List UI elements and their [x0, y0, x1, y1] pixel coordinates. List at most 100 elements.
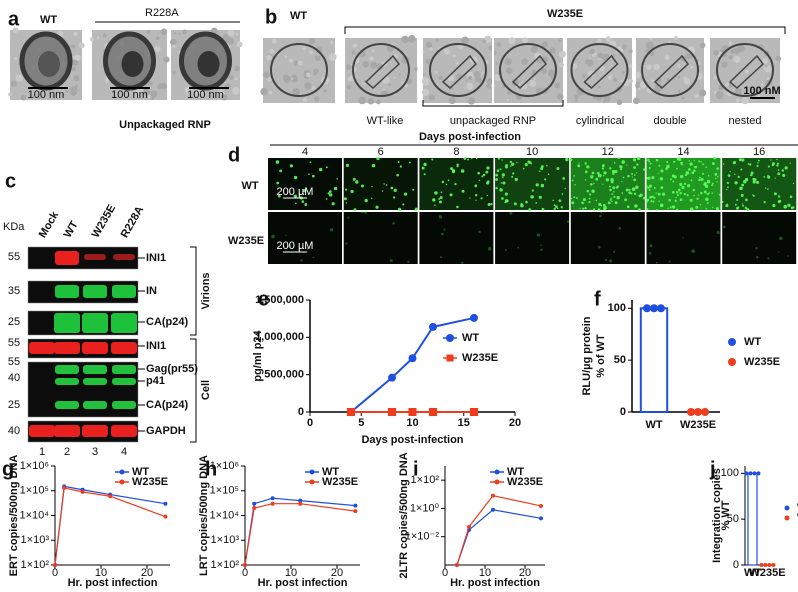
noise — [466, 82, 474, 90]
speck — [535, 183, 539, 187]
noise — [508, 37, 516, 45]
legend-label: W235E — [322, 476, 358, 488]
mw-marker: 35 — [8, 285, 20, 297]
day-label: 6 — [378, 146, 384, 158]
noise — [682, 96, 685, 100]
speck — [584, 170, 588, 174]
series-line — [244, 503, 356, 566]
noise — [14, 57, 18, 60]
speck — [699, 176, 701, 179]
speck — [591, 189, 595, 193]
legend-marker — [784, 515, 790, 521]
noise — [227, 29, 235, 37]
speck — [676, 167, 678, 170]
lane-number: 3 — [92, 446, 98, 458]
speck — [383, 183, 385, 185]
speck — [364, 198, 368, 203]
legend-label: W235E — [507, 476, 543, 488]
noise — [481, 71, 484, 74]
speck — [726, 181, 729, 185]
speck — [631, 172, 634, 175]
x-tick-label: 10 — [406, 417, 418, 429]
fluorescence-image — [419, 212, 494, 264]
noise — [308, 37, 316, 45]
noise — [556, 93, 564, 101]
speck — [588, 197, 591, 200]
speck — [706, 192, 709, 196]
core — [121, 51, 144, 77]
speck — [495, 187, 498, 190]
speck — [742, 204, 745, 207]
data-point — [748, 471, 753, 476]
noise — [8, 92, 12, 97]
speck — [613, 250, 616, 253]
speck — [789, 162, 791, 164]
noise — [529, 79, 537, 87]
speck — [660, 186, 664, 190]
legend-marker — [446, 334, 454, 342]
noise — [235, 32, 239, 36]
speck — [336, 178, 338, 180]
noise — [475, 76, 482, 83]
speck — [573, 175, 576, 177]
noise — [776, 91, 780, 95]
virion — [716, 43, 774, 97]
speck — [698, 160, 701, 163]
speck — [615, 186, 619, 189]
speck — [676, 193, 679, 197]
speck — [560, 206, 563, 209]
mw-marker: 55 — [8, 337, 20, 349]
speck — [333, 186, 338, 191]
speck — [482, 173, 486, 177]
speck — [715, 174, 717, 177]
speck — [285, 234, 287, 237]
speck — [691, 171, 695, 175]
speck — [611, 200, 613, 203]
speck — [277, 194, 281, 198]
speck — [486, 194, 489, 197]
speck — [783, 204, 788, 209]
speck — [528, 208, 532, 212]
speck — [660, 204, 663, 208]
speck — [530, 195, 534, 199]
speck — [609, 259, 613, 263]
speck — [755, 246, 758, 250]
noise — [620, 80, 623, 83]
x-tick-label: 0 — [307, 417, 313, 429]
noise — [690, 65, 693, 69]
speck — [602, 203, 606, 207]
speck — [331, 202, 335, 206]
noise — [65, 90, 69, 93]
speck — [454, 182, 457, 186]
legend-label: W235E — [462, 352, 498, 364]
speck — [524, 163, 528, 167]
speck — [306, 247, 309, 251]
scale-label: 200 µM — [277, 240, 314, 252]
speck — [289, 164, 293, 168]
speck — [582, 207, 585, 210]
speck — [611, 169, 616, 174]
speck — [449, 193, 453, 197]
mw-marker: 25 — [8, 399, 20, 411]
speck — [782, 173, 786, 178]
bracket — [344, 26, 786, 34]
y-axis-label: 2LTR copies/500ng DNA — [398, 452, 410, 578]
speck — [475, 157, 478, 160]
speck — [603, 207, 607, 211]
speck — [536, 233, 541, 237]
speck — [700, 177, 704, 182]
speck — [511, 175, 514, 178]
noise — [232, 87, 240, 95]
speck — [397, 160, 400, 163]
legend-marker — [728, 338, 736, 346]
x-tick-label: WT — [744, 567, 761, 579]
noise — [486, 78, 494, 85]
speck — [767, 165, 770, 168]
core — [511, 54, 548, 90]
noise — [629, 49, 633, 53]
speck — [345, 188, 348, 191]
speck — [772, 203, 776, 208]
speck — [679, 174, 684, 179]
group-label: R228A — [145, 7, 179, 19]
series-line — [456, 509, 542, 566]
